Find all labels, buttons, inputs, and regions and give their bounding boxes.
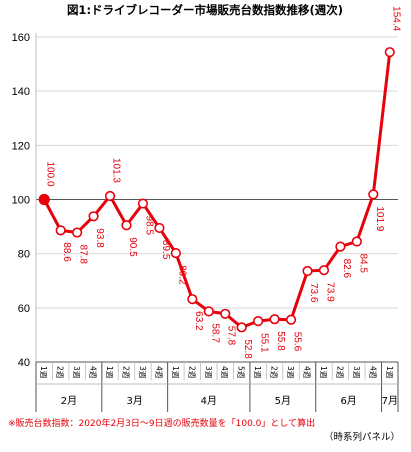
month-label: 7月 (382, 395, 398, 407)
data-label: 90.5 (127, 237, 138, 257)
data-labels: 100.0 88.6 87.8 93.8 101.3 90.5 98.5 89.5 80.2 63… (45, 6, 402, 359)
data-label: 100.0 (45, 162, 56, 187)
x-tick-label: 4週 (89, 366, 98, 379)
data-label: 55.1 (259, 333, 270, 353)
y-tick-label: 100 (12, 195, 30, 207)
data-label: 63.2 (193, 311, 204, 331)
x-tick-label: 5週 (237, 366, 246, 379)
grid (35, 33, 398, 364)
data-point (121, 220, 132, 231)
data-point (38, 193, 50, 206)
data-point (88, 211, 99, 222)
x-tick-label: 2週 (122, 366, 131, 379)
data-point (318, 265, 330, 276)
x-tick-label: 1週 (105, 366, 114, 379)
data-point (285, 314, 297, 325)
data-label: 88.6 (61, 242, 72, 262)
data-label: 80.2 (176, 265, 187, 285)
data-point (335, 241, 346, 252)
data-point (368, 189, 379, 200)
data-point (104, 190, 116, 202)
y-tick-label: 80 (18, 249, 30, 261)
data-label: 101.3 (111, 158, 122, 183)
x-tick-label: 4週 (303, 366, 312, 379)
data-label: 73.6 (308, 283, 319, 303)
data-label: 154.4 (390, 6, 401, 31)
data-point (269, 314, 280, 325)
footnote-panel: （時系列パネル） (324, 431, 400, 443)
data-point (170, 248, 181, 259)
chart-title: 図1:ドライブレコーダー市場販売台数指数推移(週次) (67, 3, 343, 17)
x-axis: 1週 2週 3週 4週 1週 2週 3週 4週 1週 2週 3週 4週 5週 1週 2週 3週 4週 1週 2週 3週… (35, 361, 399, 412)
month-label: 5月 (275, 395, 291, 407)
data-label: 73.9 (324, 282, 335, 302)
x-tick-label: 2週 (335, 366, 344, 379)
data-point (384, 47, 395, 58)
data-point (351, 236, 362, 247)
data-label: 87.8 (78, 245, 89, 265)
data-label: 55.8 (275, 331, 286, 351)
data-label: 84.5 (357, 253, 368, 273)
data-label: 52.8 (242, 339, 253, 359)
data-point (220, 308, 231, 319)
data-label: 82.6 (341, 259, 352, 279)
x-tick-label: 3週 (286, 366, 295, 379)
month-label: 2月 (61, 395, 77, 407)
y-tick-label: 120 (12, 140, 30, 152)
series-line (42, 51, 392, 329)
month-label: 6月 (340, 395, 356, 407)
month-label: 3月 (127, 395, 143, 407)
data-point (187, 294, 198, 305)
data-point (302, 265, 313, 277)
x-tick-label: 4週 (368, 366, 377, 379)
x-tick-label: 1週 (385, 366, 394, 379)
data-label: 89.5 (160, 240, 171, 260)
x-tick-label: 3週 (204, 366, 213, 379)
x-tick-label: 4週 (154, 366, 163, 379)
month-label: 4月 (201, 395, 217, 407)
x-tick-label: 1週 (171, 366, 180, 379)
data-point (253, 316, 264, 327)
y-tick-label: 160 (12, 32, 30, 44)
data-label: 98.5 (143, 216, 154, 236)
footnote: ※販売台数指数：2020年2月3日〜9日週の販売数量を「100.0」として算出 (8, 417, 315, 429)
data-label: 57.8 (226, 326, 237, 346)
data-point (55, 225, 66, 236)
data-label: 58.7 (209, 323, 220, 343)
x-tick-label: 3週 (138, 366, 147, 379)
data-point (137, 198, 149, 209)
data-label: 55.6 (292, 332, 303, 352)
y-axis: 40 60 80 100 120 140 160 (12, 32, 30, 369)
x-tick-label: 3週 (72, 366, 81, 379)
data-point (236, 322, 247, 333)
x-tick-label: 1週 (39, 366, 48, 379)
y-tick-label: 140 (12, 86, 30, 98)
x-tick-label: 4週 (220, 366, 229, 379)
x-tick-label: 2週 (270, 366, 279, 379)
data-label: 101.9 (374, 206, 385, 231)
y-tick-label: 60 (18, 303, 30, 315)
x-tick-label: 2週 (56, 366, 65, 379)
data-label: 93.8 (94, 228, 105, 248)
series-line-layer (42, 51, 392, 329)
x-tick-label: 1週 (319, 366, 328, 379)
y-tick-label: 40 (18, 357, 30, 369)
data-point (154, 222, 165, 234)
x-tick-label: 1週 (253, 366, 262, 379)
data-points (38, 47, 395, 333)
x-tick-label: 2週 (187, 366, 196, 379)
data-point (72, 227, 83, 238)
data-point (203, 306, 214, 317)
x-tick-label: 3週 (352, 366, 361, 379)
